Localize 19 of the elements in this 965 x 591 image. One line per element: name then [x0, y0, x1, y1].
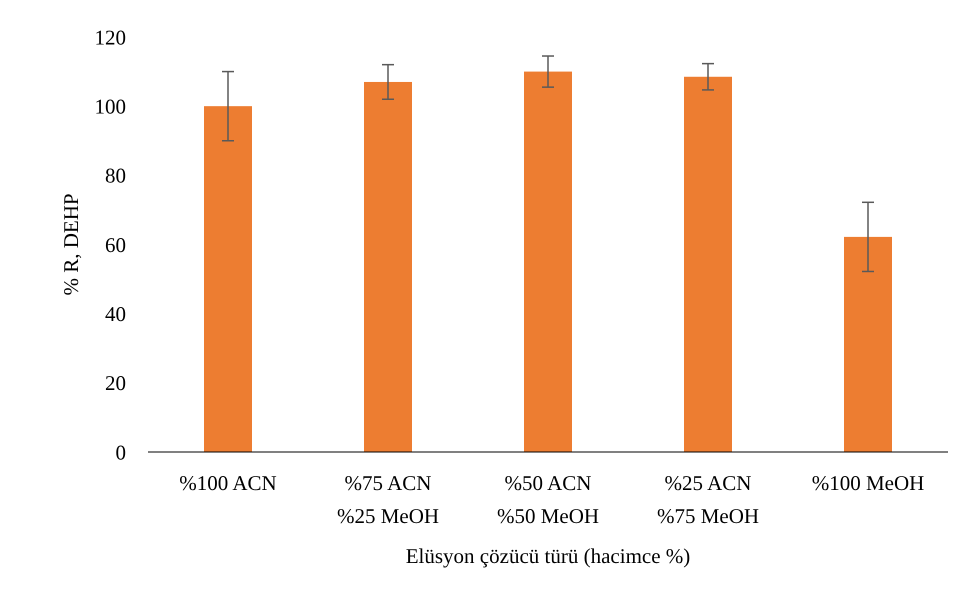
y-tick-label: 100: [94, 94, 126, 119]
x-tick-label: %25 ACN %75 MeOH: [656, 471, 760, 528]
y-tick-label: 40: [105, 302, 126, 326]
bar: [524, 72, 572, 452]
y-tick-label: 80: [105, 164, 126, 188]
x-tick-label: %100 ACN: [179, 471, 277, 495]
bar: [364, 82, 412, 452]
bar: [684, 76, 732, 452]
y-axis-title: % R, DEHP: [59, 193, 83, 296]
bar: [204, 106, 252, 452]
y-tick-label: 60: [105, 232, 126, 257]
y-tick-label: 120: [94, 25, 126, 50]
x-tick-label: %75 ACN %25 MeOH: [336, 471, 440, 528]
y-tick-label: 20: [105, 371, 126, 396]
x-axis-title: Elüsyon çözücü türü (hacimce %): [406, 544, 690, 568]
bar: [844, 236, 892, 452]
x-tick-label: %100 MeOH: [812, 471, 924, 495]
x-tick-label: %50 ACN %50 MeOH: [496, 471, 600, 528]
y-tick-label: 0: [116, 440, 126, 464]
